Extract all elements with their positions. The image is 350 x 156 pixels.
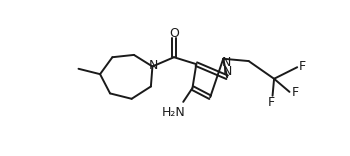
Text: F: F — [299, 60, 306, 73]
Text: N: N — [148, 59, 158, 72]
Text: H₂N: H₂N — [162, 106, 186, 119]
Text: F: F — [267, 96, 274, 109]
Text: N: N — [223, 65, 232, 78]
Text: N: N — [222, 56, 231, 69]
Text: F: F — [291, 86, 299, 99]
Text: O: O — [169, 27, 179, 40]
